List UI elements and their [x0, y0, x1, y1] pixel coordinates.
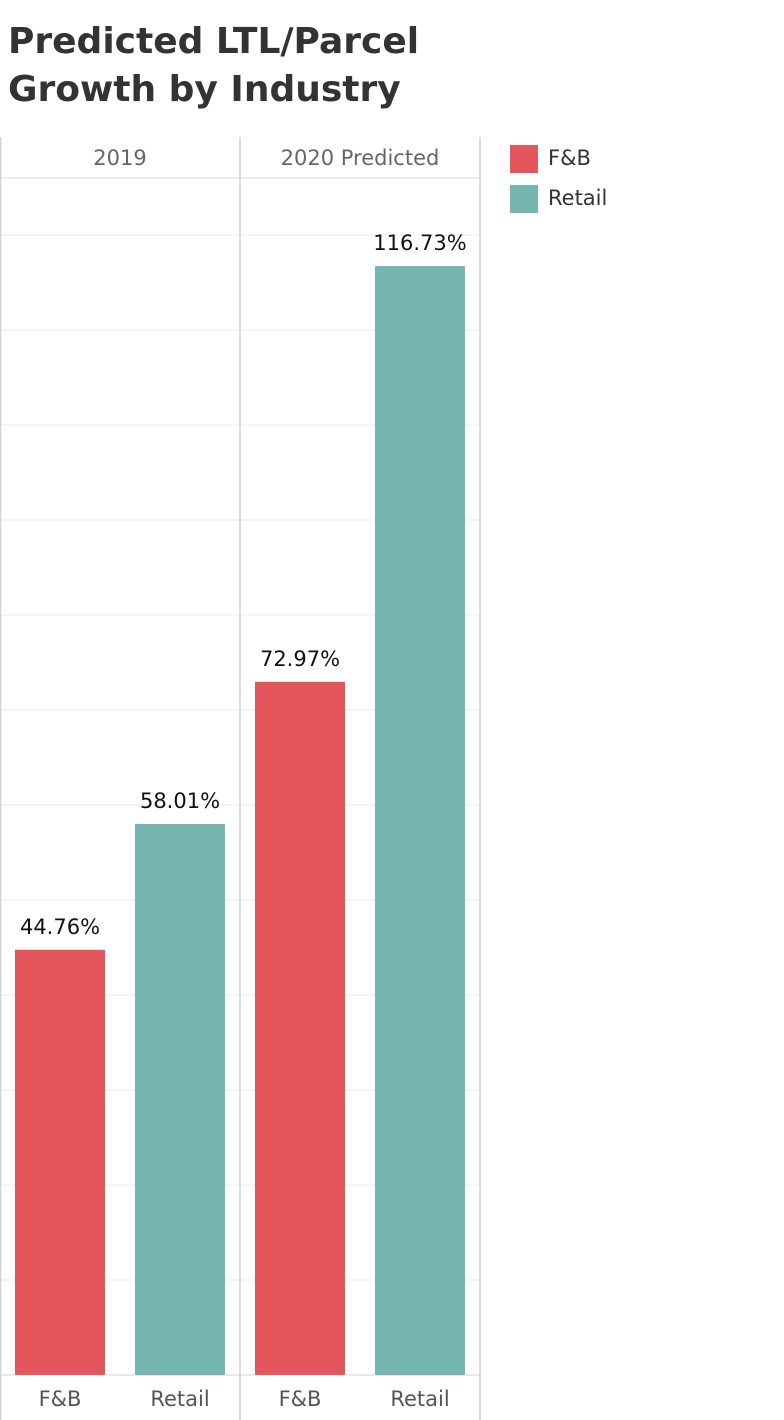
pane-label: 2019: [93, 146, 146, 170]
value-label: 72.97%: [260, 647, 340, 671]
legend-label: Retail: [548, 186, 607, 210]
bar: [255, 681, 345, 1375]
x-tick-label: F&B: [39, 1387, 82, 1411]
x-tick-label: F&B: [279, 1387, 322, 1411]
x-tick-label: Retail: [390, 1387, 449, 1411]
legend-swatch: [510, 145, 538, 173]
x-tick-label: Retail: [150, 1387, 209, 1411]
bar: [15, 949, 105, 1375]
value-label: 44.76%: [20, 915, 100, 939]
bar: [375, 266, 465, 1376]
legend-label: F&B: [548, 146, 591, 170]
pane-label: 2020 Predicted: [281, 146, 440, 170]
value-label: 58.01%: [140, 789, 220, 813]
legend-swatch: [510, 185, 538, 213]
value-label: 116.73%: [373, 231, 466, 255]
bar: [135, 823, 225, 1375]
chart-title: Predicted LTL/Parcel Growth by Industry: [8, 21, 420, 110]
